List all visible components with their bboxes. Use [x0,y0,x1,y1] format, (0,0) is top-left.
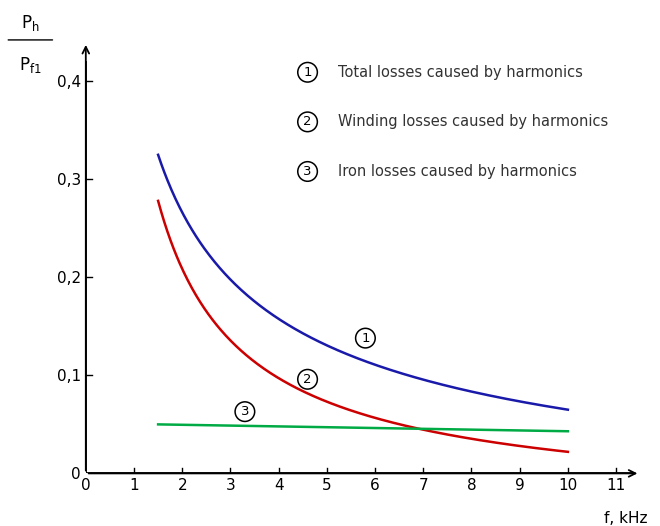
Text: 2: 2 [304,373,312,386]
Text: 1: 1 [304,66,312,79]
Text: Winding losses caused by harmonics: Winding losses caused by harmonics [338,114,609,129]
Text: 3: 3 [241,405,249,418]
Text: Total losses caused by harmonics: Total losses caused by harmonics [338,65,583,80]
Text: 1: 1 [361,331,370,345]
Text: Iron losses caused by harmonics: Iron losses caused by harmonics [338,164,577,179]
Text: f, kHz: f, kHz [604,511,647,525]
Text: 2: 2 [304,115,312,128]
Text: 3: 3 [304,165,312,178]
Text: $\mathregular{P_h}$: $\mathregular{P_h}$ [21,14,40,34]
Text: $\mathregular{P_{f1}}$: $\mathregular{P_{f1}}$ [19,55,42,75]
